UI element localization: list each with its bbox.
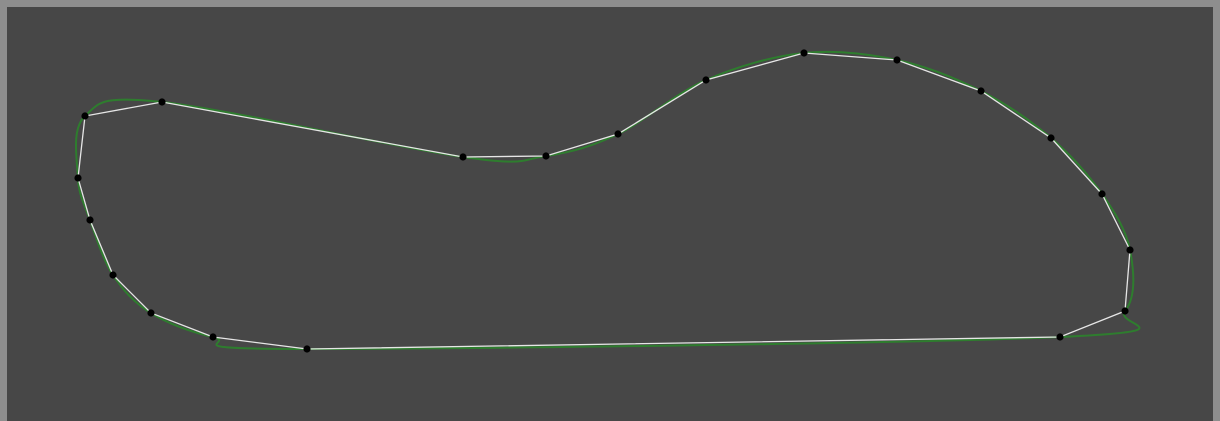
- control-point-handle[interactable]: [1047, 134, 1055, 142]
- control-point-handle[interactable]: [158, 98, 166, 106]
- control-point-handle[interactable]: [800, 49, 808, 57]
- control-point-handle[interactable]: [459, 153, 467, 161]
- control-point-handle[interactable]: [74, 174, 82, 182]
- control-point-handle[interactable]: [1126, 246, 1134, 254]
- smooth-spline-curve: [74, 50, 1141, 350]
- control-polygon: [77, 52, 1131, 350]
- control-point-handle[interactable]: [1121, 307, 1129, 315]
- control-point-handle[interactable]: [209, 333, 217, 341]
- control-point-handle[interactable]: [1098, 190, 1106, 198]
- control-point-handle[interactable]: [1056, 333, 1064, 341]
- control-point-handle[interactable]: [977, 87, 985, 95]
- control-point-handle[interactable]: [81, 112, 89, 120]
- control-point-handle[interactable]: [303, 345, 311, 353]
- control-point-handle[interactable]: [893, 56, 901, 64]
- control-point-handle[interactable]: [542, 152, 550, 160]
- control-points: [74, 49, 1134, 353]
- control-point-handle[interactable]: [702, 76, 710, 84]
- control-point-handle[interactable]: [86, 216, 94, 224]
- control-point-handle[interactable]: [614, 130, 622, 138]
- control-point-handle[interactable]: [109, 271, 117, 279]
- control-point-handle[interactable]: [147, 309, 155, 317]
